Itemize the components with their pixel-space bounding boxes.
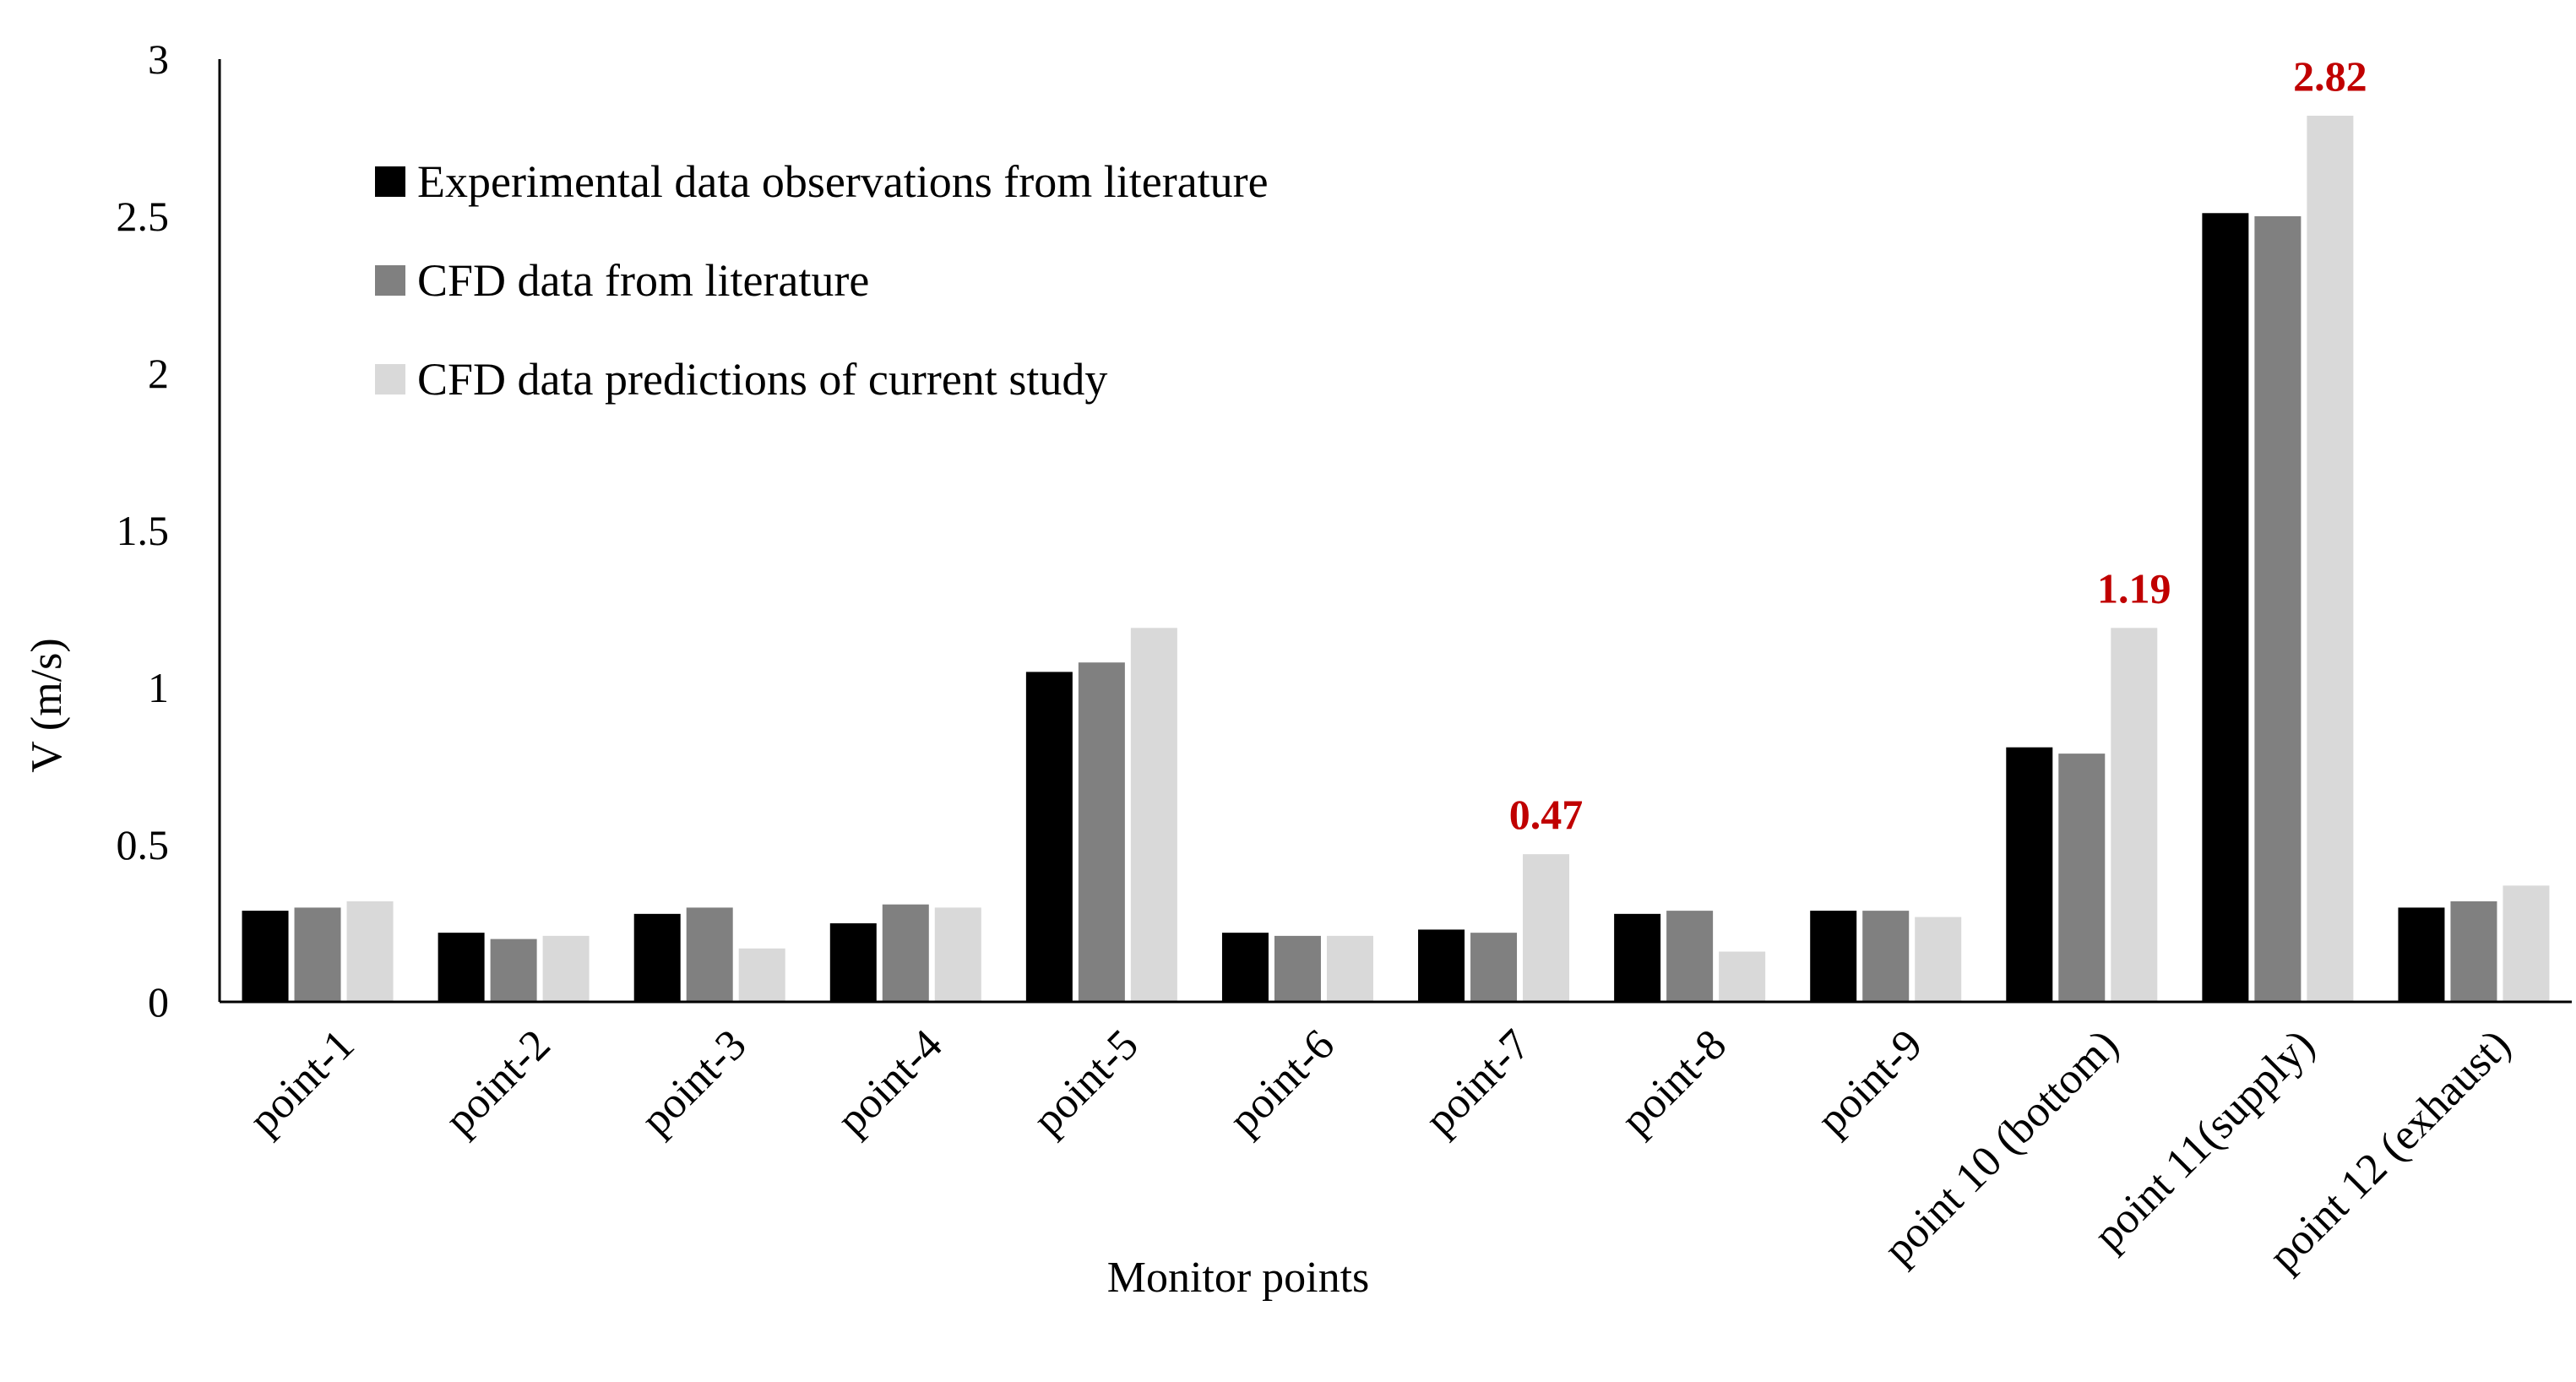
bar-point-4-series-3 bbox=[934, 907, 981, 1002]
data-label-point-7: 0.47 bbox=[1509, 791, 1584, 838]
x-tick-label-point-7: point-7 bbox=[1416, 1020, 1541, 1145]
y-tick-label: 1.5 bbox=[117, 507, 170, 554]
bar-point-6-series-2 bbox=[1274, 935, 1321, 1002]
y-axis-title: V (m/s) bbox=[23, 638, 71, 772]
y-tick-label: 3 bbox=[148, 35, 169, 83]
bar-point-9-series-1 bbox=[1810, 911, 1857, 1002]
x-axis: point-1 point-2 point-3 point-4 point-5 point… bbox=[220, 1000, 2572, 1281]
bar-point-2-series-1 bbox=[437, 933, 485, 1002]
x-axis-title: Monitor points bbox=[1107, 1254, 1370, 1302]
legend: Experimental data observations from lite… bbox=[375, 156, 1269, 405]
bar-point-10-bottom-series-3 bbox=[2111, 628, 2158, 1002]
bar-point-11-supply-series-3 bbox=[2307, 115, 2354, 1003]
bar-point-7-series-2 bbox=[1470, 933, 1518, 1002]
bar-point-12-exhaust-series-3 bbox=[2503, 885, 2550, 1002]
x-tick-label-point-5: point-5 bbox=[1024, 1020, 1148, 1145]
bar-point-2-series-3 bbox=[542, 935, 590, 1002]
bar-point-3-series-2 bbox=[686, 907, 733, 1002]
bar-point-1-series-3 bbox=[346, 900, 394, 1002]
y-tick-label: 2 bbox=[148, 350, 169, 397]
legend-label-1: Experimental data observations from lite… bbox=[417, 156, 1269, 207]
legend-swatch-1 bbox=[375, 166, 405, 197]
y-tick-label: 0.5 bbox=[117, 821, 170, 868]
legend-swatch-3 bbox=[375, 364, 405, 394]
x-tick-label-point-9: point-9 bbox=[1808, 1020, 1932, 1145]
bar-point-8-series-2 bbox=[1666, 911, 1714, 1002]
bar-point-3-series-3 bbox=[738, 948, 785, 1002]
bar-point-5-series-3 bbox=[1130, 628, 1177, 1002]
bar-point-6-series-1 bbox=[1221, 933, 1269, 1002]
bar-point-5-series-2 bbox=[1078, 662, 1125, 1002]
bar-point-10-bottom-series-1 bbox=[2006, 747, 2053, 1002]
y-tick-label: 2.5 bbox=[117, 193, 170, 240]
data-labels: 0.47 1.19 2.82 bbox=[1509, 52, 2367, 838]
bar-point-9-series-3 bbox=[1915, 917, 1962, 1002]
bar-point-6-series-3 bbox=[1326, 935, 1373, 1002]
y-tick-label: 1 bbox=[148, 664, 169, 711]
bars bbox=[242, 115, 2550, 1003]
data-label-point-11-supply: 2.82 bbox=[2293, 52, 2367, 100]
bar-point-12-exhaust-series-1 bbox=[2398, 907, 2445, 1002]
x-tick-label-point-4: point-4 bbox=[828, 1020, 952, 1145]
bar-point-12-exhaust-series-2 bbox=[2450, 900, 2497, 1002]
bar-point-4-series-1 bbox=[829, 923, 877, 1002]
bar-point-7-series-3 bbox=[1523, 854, 1570, 1002]
bar-point-10-bottom-series-2 bbox=[2058, 754, 2106, 1002]
bar-point-1-series-1 bbox=[242, 911, 289, 1002]
bar-point-8-series-3 bbox=[1719, 951, 1766, 1002]
bar-point-11-supply-series-1 bbox=[2202, 213, 2249, 1002]
x-tick-label-point-1: point-1 bbox=[240, 1020, 364, 1145]
legend-label-3: CFD data predictions of current study bbox=[417, 354, 1107, 405]
bar-point-4-series-2 bbox=[882, 904, 929, 1002]
x-tick-label-point-6: point-6 bbox=[1220, 1020, 1344, 1145]
bar-point-9-series-2 bbox=[1862, 911, 1910, 1002]
x-tick-label-point-8: point-8 bbox=[1612, 1020, 1736, 1145]
x-tick-label-point-2: point-2 bbox=[436, 1020, 560, 1145]
bar-point-3-series-1 bbox=[633, 913, 681, 1002]
bar-point-1-series-2 bbox=[294, 907, 341, 1002]
bar-point-2-series-2 bbox=[490, 939, 537, 1002]
y-axis: 0 0.5 1 1.5 2 2.5 3 bbox=[117, 35, 221, 1026]
x-tick-label-point-3: point-3 bbox=[632, 1020, 756, 1145]
bar-point-7-series-1 bbox=[1418, 929, 1465, 1002]
y-tick-label: 0 bbox=[148, 978, 169, 1026]
data-label-point-10-bottom: 1.19 bbox=[2097, 564, 2171, 612]
bar-point-8-series-1 bbox=[1614, 913, 1661, 1002]
legend-swatch-2 bbox=[375, 265, 405, 296]
bar-point-5-series-1 bbox=[1025, 672, 1073, 1002]
legend-label-2: CFD data from literature bbox=[417, 255, 869, 306]
bar-point-11-supply-series-2 bbox=[2254, 216, 2302, 1002]
